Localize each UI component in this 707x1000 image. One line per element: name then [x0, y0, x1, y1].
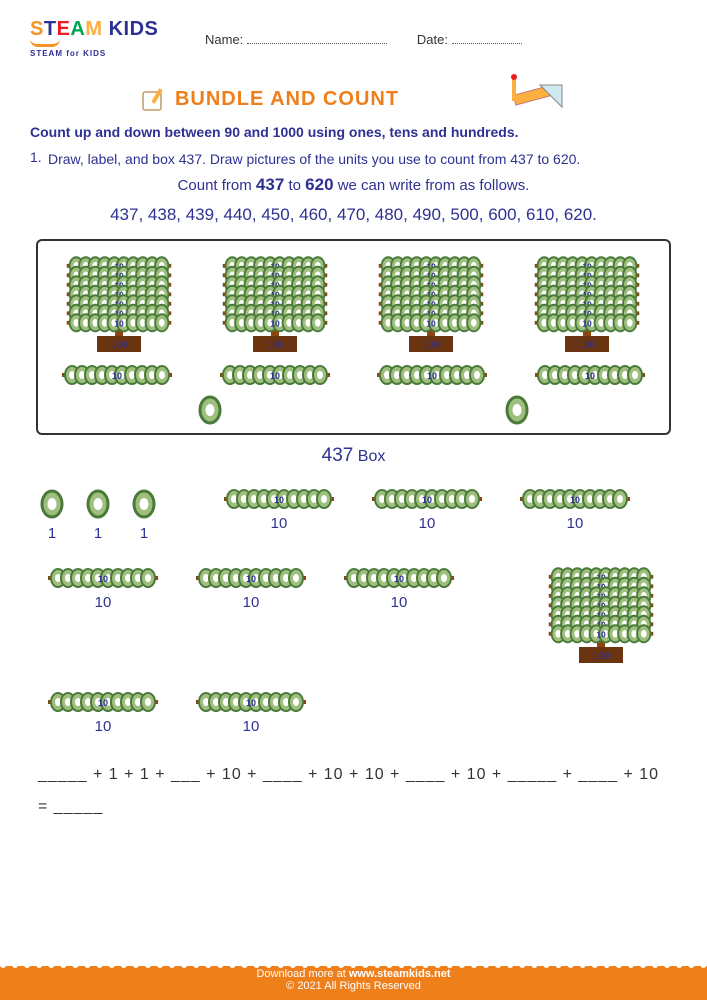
question-text: Draw, label, and box 437. Draw pictures …	[48, 150, 677, 170]
footer: Download more at www.steamkids.net © 202…	[0, 966, 707, 1000]
ten-block	[210, 363, 340, 387]
ones-row-box	[52, 395, 655, 425]
subtitle: Count up and down between 90 and 1000 us…	[0, 124, 707, 148]
one-item: 1	[84, 487, 112, 542]
content: 1. Draw, label, and box 437. Draw pictur…	[0, 148, 707, 823]
logo-subtitle: STEAM for KIDS	[30, 49, 175, 58]
title-row: BUNDLE AND COUNT	[0, 68, 707, 124]
ten-item: 10	[214, 487, 344, 532]
header: STEAM KIDS STEAM for KIDS Name: Date:	[0, 0, 707, 68]
logo-main: STEAM KIDS	[30, 18, 175, 41]
row-ones-tens: 1 1 1 10 10 10	[30, 487, 677, 542]
ten-block	[525, 363, 655, 387]
ruler-triangle-icon	[510, 73, 566, 115]
ten-item: 10	[362, 487, 492, 532]
ten-block	[367, 363, 497, 387]
row-tens-hundred: 10 10 10	[30, 566, 677, 666]
ten-item: 10	[38, 566, 168, 611]
hundred-item	[534, 566, 669, 666]
question: 1. Draw, label, and box 437. Draw pictur…	[30, 148, 677, 169]
date-field: Date:	[417, 30, 522, 47]
tens-row-box	[52, 363, 655, 387]
pencil-note-icon	[141, 86, 167, 112]
name-input-line[interactable]	[247, 30, 387, 44]
footer-copyright: © 2021 All Rights Reserved	[0, 980, 707, 992]
hundred-block	[364, 255, 499, 355]
one-block	[505, 395, 529, 425]
hundred-block	[520, 255, 655, 355]
number-sequence: 437, 438, 439, 440, 450, 460, 470, 480, …	[30, 205, 677, 225]
hundreds-row	[52, 255, 655, 355]
footer-download: Download more at www.steamkids.net	[0, 968, 707, 980]
box-label: 437 Box	[30, 445, 677, 467]
logo: STEAM KIDS STEAM for KIDS	[30, 18, 175, 58]
ten-item: 10	[186, 566, 316, 611]
ten-item: 10	[38, 690, 168, 735]
ten-item: 10	[510, 487, 640, 532]
page-title: BUNDLE AND COUNT	[175, 88, 399, 111]
one-item: 1	[130, 487, 158, 542]
one-item: 1	[38, 487, 66, 542]
box-437	[36, 239, 671, 435]
hundred-block	[208, 255, 343, 355]
count-from-line: Count from 437 to 620 we can write from …	[30, 175, 677, 195]
ten-block	[52, 363, 182, 387]
question-number: 1.	[30, 148, 46, 168]
hundred-block	[52, 255, 187, 355]
row-tens-last: 10 10	[30, 690, 677, 735]
equation-line[interactable]: _____ + 1 + 1 + ___ + 10 + ____ + 10 + 1…	[30, 759, 677, 823]
name-field: Name:	[205, 30, 387, 47]
ten-item: 10	[334, 566, 464, 611]
header-fields: Name: Date:	[205, 30, 677, 47]
one-block	[198, 395, 222, 425]
date-input-line[interactable]	[452, 30, 522, 44]
ten-item: 10	[186, 690, 316, 735]
